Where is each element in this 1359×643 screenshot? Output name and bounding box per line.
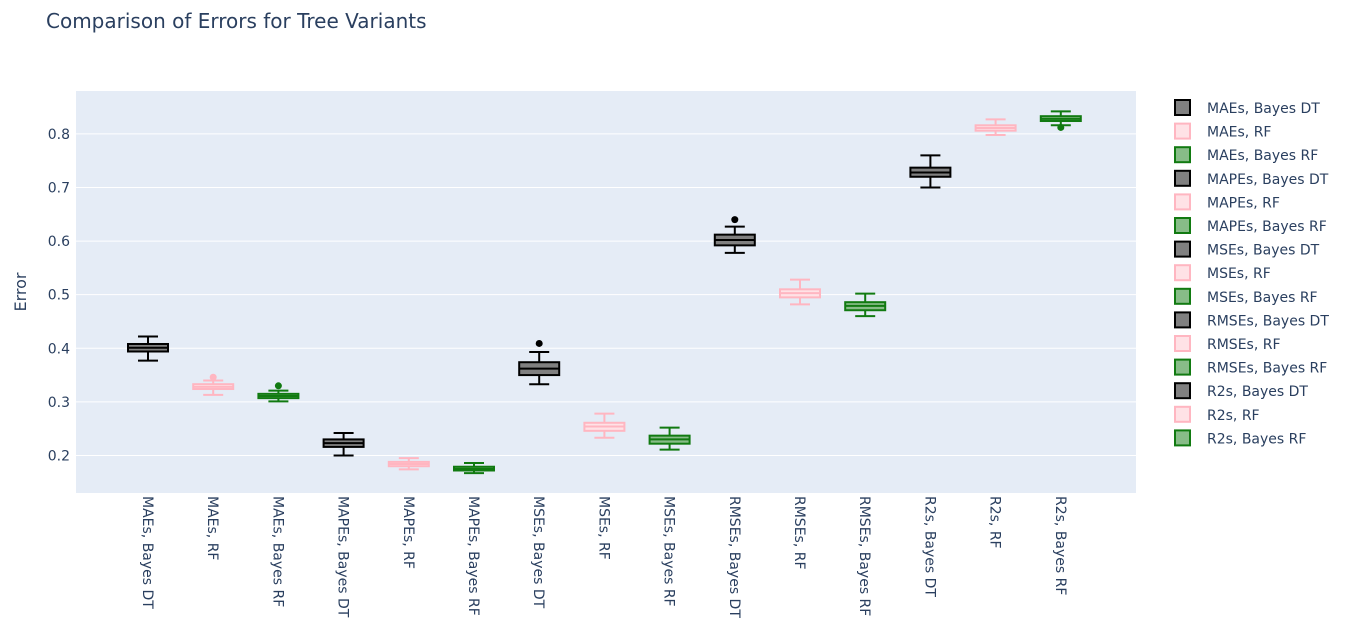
legend-label: MSEs, Bayes RF — [1207, 290, 1318, 306]
legend-swatch — [1174, 405, 1191, 423]
x-tick-label: RMSEs, Bayes DT — [726, 496, 742, 618]
y-tick-label: 0.2 — [48, 448, 70, 464]
chart-title: Comparison of Errors for Tree Variants — [46, 9, 427, 33]
legend-swatch — [1174, 240, 1191, 258]
x-tick-label: R2s, Bayes RF — [1052, 496, 1068, 595]
outlier-point — [274, 382, 282, 390]
y-tick-label: 0.7 — [48, 180, 70, 196]
box-14[interactable] — [974, 118, 1017, 136]
box-13[interactable] — [909, 154, 952, 189]
legend-item[interactable]: RMSEs, Bayes RF — [1174, 358, 1327, 377]
legend-item[interactable]: R2s, Bayes DT — [1174, 382, 1308, 400]
legend-label: MAPEs, RF — [1207, 195, 1280, 211]
legend-label: RMSEs, RF — [1207, 337, 1281, 353]
outlier-point — [731, 216, 739, 224]
legend-label: MAPEs, Bayes RF — [1207, 219, 1327, 235]
x-tick-label: MSEs, Bayes DT — [530, 496, 546, 609]
box-1[interactable] — [127, 335, 169, 362]
x-tick-label: R2s, RF — [987, 496, 1003, 549]
x-tick-label: R2s, Bayes DT — [921, 496, 937, 597]
x-tick-label: RMSEs, RF — [791, 496, 807, 570]
box-12[interactable] — [844, 292, 887, 318]
box-11[interactable] — [779, 278, 821, 306]
box-7[interactable] — [518, 339, 561, 386]
legend-label: R2s, Bayes RF — [1207, 431, 1306, 447]
legend-swatch — [1174, 217, 1191, 234]
legend-swatch — [1174, 146, 1191, 164]
legend-swatch — [1174, 169, 1191, 187]
box-6[interactable] — [453, 461, 495, 475]
x-tick-label: MAPEs, Bayes DT — [335, 496, 351, 618]
legend-item[interactable]: MAEs, Bayes DT — [1174, 99, 1320, 117]
legend-swatch — [1174, 358, 1191, 376]
legend-item[interactable]: MAEs, RF — [1174, 122, 1271, 141]
box-5[interactable] — [387, 457, 430, 471]
legend-item[interactable]: R2s, Bayes RF — [1174, 429, 1306, 447]
legend-item[interactable]: MAPEs, Bayes RF — [1174, 217, 1327, 235]
legend-swatch — [1174, 429, 1191, 447]
y-axis-label: Error — [11, 272, 30, 311]
box-series — [127, 110, 1082, 475]
legend-swatch — [1174, 287, 1191, 305]
outlier-point — [535, 339, 543, 347]
x-tick-label: MAEs, RF — [204, 496, 220, 560]
y-tick-label: 0.6 — [48, 234, 70, 250]
legend-item[interactable]: RMSEs, Bayes DT — [1174, 311, 1329, 329]
box-3[interactable] — [257, 382, 300, 403]
legend-label: MAEs, Bayes DT — [1207, 101, 1320, 117]
x-tick-label: MSEs, Bayes RF — [661, 496, 677, 607]
box-8[interactable] — [583, 412, 626, 439]
box-9[interactable] — [648, 426, 691, 451]
outlier-point — [1057, 123, 1065, 131]
y-axis-ticks: 0.2 0.3 0.4 0.5 0.6 0.7 0.8 — [48, 127, 70, 465]
legend-swatch — [1174, 311, 1191, 329]
y-tick-label: 0.3 — [48, 395, 70, 411]
x-tick-label: MAPEs, Bayes RF — [465, 496, 481, 616]
legend-item[interactable]: MAEs, Bayes RF — [1174, 146, 1318, 164]
x-tick-label: MAEs, Bayes RF — [269, 496, 285, 607]
legend-label: MAPEs, Bayes DT — [1207, 172, 1329, 188]
plot-area — [76, 91, 1136, 493]
legend-label: MSEs, Bayes DT — [1207, 243, 1320, 259]
legend-swatch — [1174, 122, 1191, 140]
legend-swatch — [1174, 264, 1191, 282]
x-tick-label: MAEs, Bayes DT — [139, 496, 155, 609]
legend-item[interactable]: R2s, RF — [1174, 405, 1260, 424]
legend-swatch — [1174, 99, 1191, 116]
legend[interactable]: MAEs, Bayes DT MAEs, RF MAEs, Bayes RF MAPE… — [1174, 99, 1329, 447]
legend-swatch — [1174, 335, 1191, 352]
legend-label: RMSEs, Bayes DT — [1207, 313, 1329, 329]
box-4[interactable] — [322, 431, 365, 457]
box-10[interactable] — [713, 216, 756, 254]
legend-label: MAEs, RF — [1207, 125, 1271, 141]
outlier-point — [209, 373, 217, 381]
legend-label: R2s, RF — [1207, 408, 1260, 424]
legend-label: RMSEs, Bayes RF — [1207, 361, 1327, 377]
legend-label: R2s, Bayes DT — [1207, 384, 1308, 400]
y-tick-label: 0.4 — [48, 341, 70, 357]
box-2[interactable] — [192, 373, 235, 396]
x-axis-ticks: MAEs, Bayes DT MAEs, RF MAEs, Bayes RF MAPE… — [139, 496, 1068, 618]
legend-item[interactable]: MSEs, Bayes RF — [1174, 287, 1318, 306]
x-tick-label: MAPEs, RF — [400, 496, 416, 569]
y-tick-label: 0.5 — [48, 288, 70, 304]
legend-swatch — [1174, 193, 1191, 211]
legend-swatch — [1174, 382, 1191, 400]
legend-item[interactable]: RMSEs, RF — [1174, 335, 1281, 353]
y-tick-label: 0.8 — [48, 127, 70, 143]
grid-lines — [76, 133, 1136, 456]
legend-item[interactable]: MSEs, RF — [1174, 264, 1271, 282]
legend-item[interactable]: MSEs, Bayes DT — [1174, 240, 1320, 259]
x-tick-label: RMSEs, Bayes RF — [856, 496, 872, 616]
legend-item[interactable]: MAPEs, Bayes DT — [1174, 169, 1329, 188]
box-15[interactable] — [1039, 110, 1082, 131]
legend-label: MSEs, RF — [1207, 266, 1271, 282]
legend-item[interactable]: MAPEs, RF — [1174, 193, 1280, 211]
x-tick-label: MSEs, RF — [595, 496, 611, 560]
legend-label: MAEs, Bayes RF — [1207, 148, 1318, 164]
